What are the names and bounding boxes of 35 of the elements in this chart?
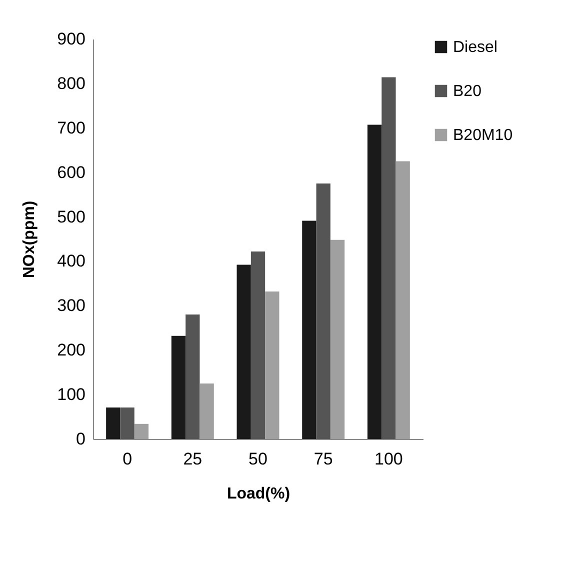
bar bbox=[236, 264, 251, 439]
y-tick-label: 0 bbox=[76, 430, 86, 448]
bar bbox=[367, 124, 382, 439]
y-tick-label: 300 bbox=[57, 296, 86, 316]
bar bbox=[171, 336, 186, 439]
y-axis-title: NOx(ppm) bbox=[21, 200, 38, 278]
legend-label: B20M10 bbox=[453, 127, 513, 144]
bar bbox=[302, 220, 316, 439]
bar bbox=[106, 407, 120, 439]
bar bbox=[200, 383, 214, 439]
legend-label: Diesel bbox=[453, 39, 498, 56]
bar bbox=[396, 161, 410, 439]
y-tick-label: 100 bbox=[57, 385, 86, 404]
x-tick-label: 75 bbox=[314, 450, 333, 468]
y-tick-label: 400 bbox=[57, 252, 86, 271]
y-tick-label: 200 bbox=[57, 340, 86, 360]
y-tick-label: 500 bbox=[57, 207, 86, 226]
y-tick-label: 700 bbox=[57, 118, 86, 138]
bar bbox=[120, 407, 134, 439]
bar bbox=[265, 291, 280, 439]
bar bbox=[186, 314, 200, 439]
bar bbox=[316, 183, 330, 439]
x-tick-label: 25 bbox=[183, 450, 202, 468]
legend-label: B20 bbox=[453, 83, 482, 100]
x-tick-label: 100 bbox=[374, 450, 403, 468]
bar bbox=[134, 424, 149, 439]
x-tick-label: 50 bbox=[248, 450, 268, 468]
y-tick-label: 800 bbox=[57, 74, 86, 93]
bar bbox=[250, 251, 266, 439]
bar bbox=[330, 240, 345, 439]
x-tick-label: 0 bbox=[122, 450, 132, 468]
y-tick-label: 900 bbox=[57, 30, 86, 48]
bar bbox=[382, 77, 396, 439]
x-axis-title: Load(%) bbox=[226, 486, 290, 502]
y-tick-label: 600 bbox=[57, 162, 86, 182]
